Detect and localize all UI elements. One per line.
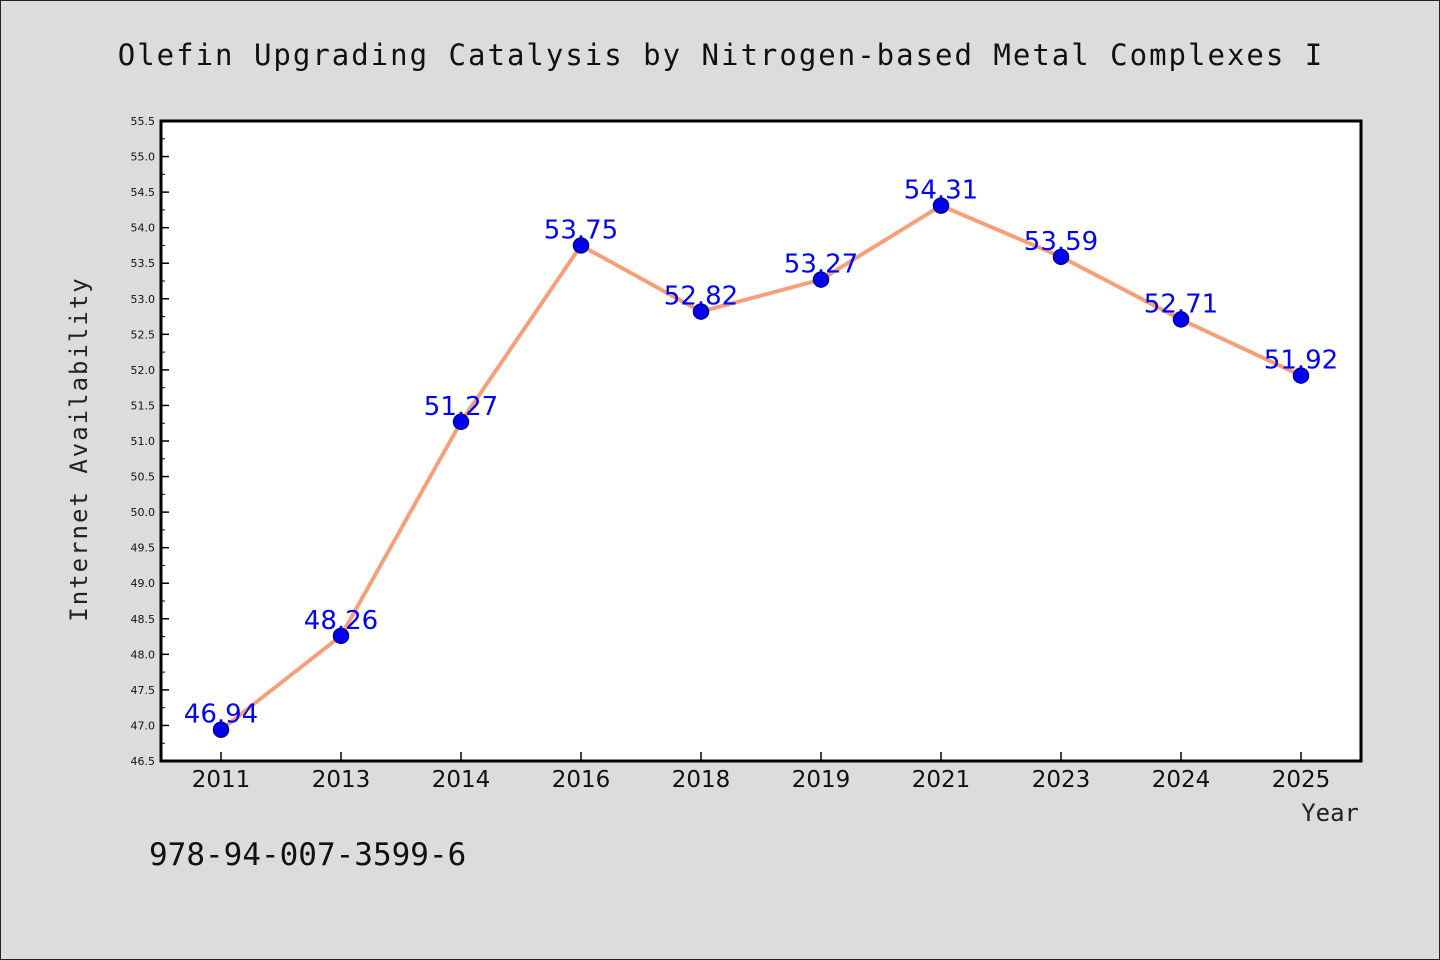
y-tick-label: 48.5 — [131, 613, 156, 626]
y-tick-label: 50.0 — [131, 506, 156, 519]
data-label: 51.27 — [424, 392, 498, 422]
data-label: 52.82 — [664, 282, 738, 312]
y-tick-label: 52.5 — [131, 328, 156, 341]
y-tick-label: 46.5 — [131, 755, 156, 768]
y-tick-label: 55.5 — [131, 115, 156, 128]
x-tick-label: 2014 — [432, 767, 491, 793]
y-tick-label: 47.0 — [131, 719, 156, 732]
data-point — [812, 271, 830, 288]
data-label: 51.92 — [1264, 346, 1338, 376]
data-label: 48.26 — [304, 606, 378, 636]
plot-area — [159, 119, 1363, 763]
y-tick-label: 52.0 — [131, 364, 156, 377]
x-tick-label: 2016 — [552, 767, 611, 793]
data-label: 54.31 — [904, 176, 978, 206]
data-label: 53.27 — [784, 250, 858, 280]
data-label: 53.59 — [1024, 227, 1098, 257]
y-tick-label: 54.5 — [131, 186, 156, 199]
y-tick-label: 53.0 — [131, 293, 156, 306]
x-tick-label: 2023 — [1032, 767, 1091, 793]
data-point — [692, 303, 710, 320]
y-tick-label: 47.5 — [131, 684, 156, 697]
x-tick-label: 2011 — [192, 767, 251, 793]
y-tick-label: 51.5 — [131, 399, 156, 412]
data-point — [572, 237, 590, 254]
data-point — [1292, 367, 1310, 384]
data-point — [212, 721, 230, 738]
y-tick-label: 55.0 — [131, 151, 156, 164]
y-tick-label: 53.5 — [131, 257, 156, 270]
x-axis: 2011 2013 2014 2016 2018 2019 2021 2023 2024 2025 — [192, 752, 1331, 793]
y-tick-label: 50.5 — [131, 471, 156, 484]
y-tick-label: 54.0 — [131, 222, 156, 235]
data-point — [1052, 248, 1070, 266]
data-point — [332, 627, 350, 645]
data-point — [932, 197, 950, 214]
y-tick-label: 48.0 — [131, 648, 156, 661]
x-tick-label: 2024 — [1152, 767, 1211, 793]
data-point — [452, 413, 470, 431]
data-point — [1172, 311, 1190, 328]
chart-title: Olefin Upgrading Catalysis by Nitrogen-b… — [118, 38, 1325, 72]
footer-code: 978-94-007-3599-6 — [149, 837, 466, 873]
y-axis-label: Internet Availability — [65, 276, 93, 621]
x-axis-label: Year — [1301, 799, 1359, 827]
series-line — [219, 203, 1302, 732]
data-label: 52.71 — [1144, 289, 1218, 319]
data-label: 46.94 — [184, 700, 258, 730]
y-axis: 46.5 47.0 47.5 48.0 48.5 49.0 49.5 50.0 50.5 51.0… — [131, 115, 169, 768]
y-tick-label: 49.0 — [131, 577, 156, 590]
x-tick-label: 2021 — [912, 767, 971, 793]
y-tick-label: 51.0 — [131, 435, 156, 448]
x-tick-label: 2025 — [1272, 767, 1331, 793]
x-tick-label: 2013 — [312, 767, 371, 793]
x-tick-label: 2019 — [792, 767, 851, 793]
x-tick-label: 2018 — [672, 767, 731, 793]
series-group: 46.94 48.26 51.27 53.75 52.82 53.27 54.31 53.59… — [184, 176, 1338, 738]
data-label: 53.75 — [544, 215, 618, 245]
y-tick-label: 49.5 — [131, 542, 156, 555]
